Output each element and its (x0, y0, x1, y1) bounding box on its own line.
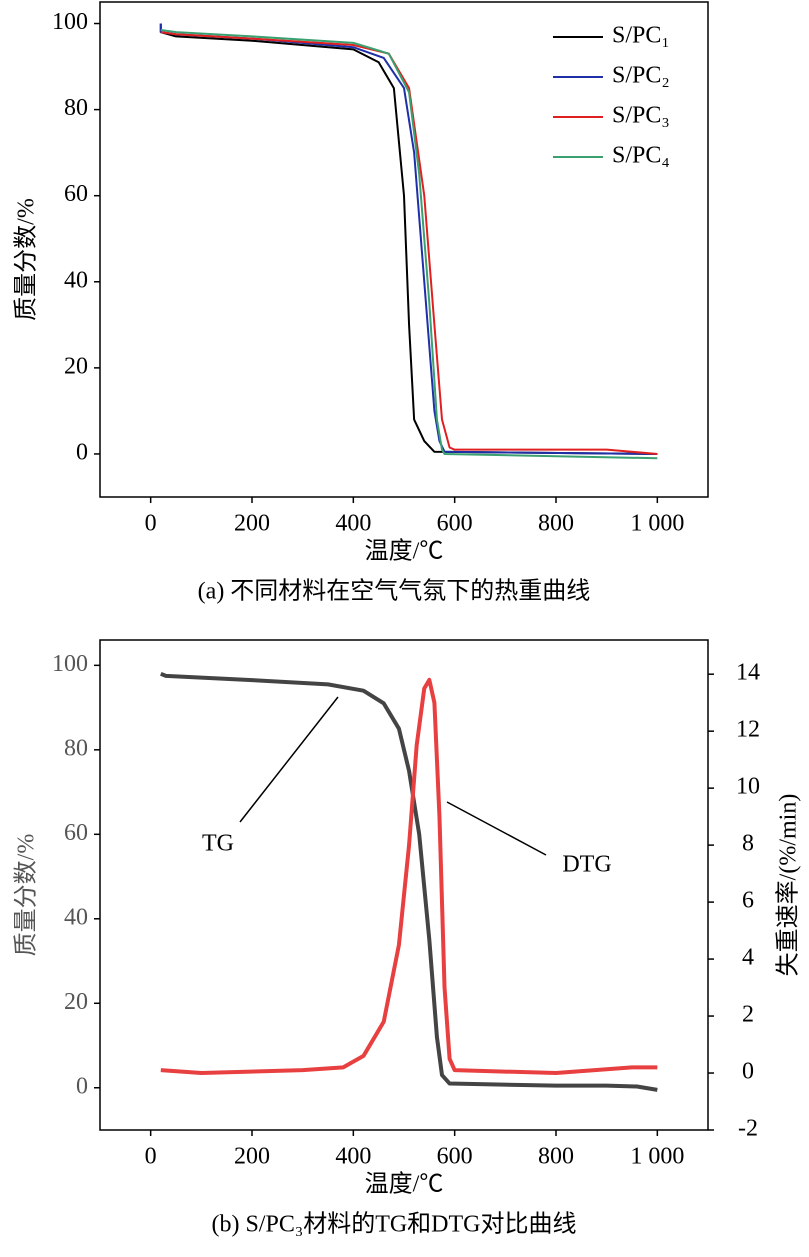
y2-tick-label: 10 (736, 774, 760, 800)
x-tick-label: 600 (437, 511, 473, 537)
y-tick-label: 40 (64, 267, 88, 293)
y-tick-label: 60 (64, 181, 88, 207)
y-tick-label: 100 (52, 9, 88, 35)
annotation: TG (202, 831, 234, 857)
y-axis-label: 质量分数/% (13, 834, 40, 957)
x-tick-label: 0 (145, 511, 157, 537)
y2-tick-label: 0 (742, 1059, 754, 1085)
series-line (160, 671, 658, 1092)
y2-tick-label: 8 (742, 831, 754, 857)
y2-axis-label: 失重速率/(%/min) (775, 794, 802, 977)
legend-label: S/PC₁ (612, 23, 670, 49)
y2-tick-label: -2 (738, 1116, 758, 1142)
x-tick-label: 1 000 (630, 1144, 684, 1170)
series-line (160, 31, 658, 455)
y-tick-label: 40 (64, 904, 88, 930)
x-tick-label: 200 (234, 511, 270, 537)
x-tick-label: 400 (335, 1144, 371, 1170)
y2-tick-label: 12 (736, 717, 760, 743)
x-tick-label: 1 000 (630, 511, 684, 537)
legend-label: S/PC₄ (612, 143, 670, 169)
x-tick-label: 600 (437, 1144, 473, 1170)
y-tick-label: 60 (64, 820, 88, 846)
caption: (a) 不同材料在空气气氛下的热重曲线 (198, 578, 591, 605)
x-tick-label: 800 (538, 511, 574, 537)
series-line (159, 23, 658, 455)
y-axis-label: 质量分数/% (13, 198, 40, 321)
y2-tick-label: 4 (742, 945, 754, 971)
plot-frame (99, 639, 709, 1131)
x-tick-label: 200 (234, 1144, 270, 1170)
y2-tick-label: 14 (736, 660, 760, 686)
x-tick-label: 800 (538, 1144, 574, 1170)
x-axis-label: 温度/℃ (365, 538, 444, 565)
x-tick-label: 400 (335, 511, 371, 537)
caption: (b) S/PC₃材料的TG和DTG对比曲线 (211, 1211, 576, 1238)
y2-tick-label: 2 (742, 1002, 754, 1028)
y-tick-label: 80 (64, 735, 88, 761)
series-line (160, 28, 658, 460)
annotation: DTG (562, 852, 611, 878)
y2-tick-label: 6 (742, 888, 754, 914)
x-axis-label: 温度/℃ (365, 1171, 444, 1198)
legend-label: S/PC₃ (612, 103, 670, 129)
x-tick-label: 0 (145, 1144, 157, 1170)
annotation-leader (239, 696, 339, 823)
legend-label: S/PC₂ (612, 63, 670, 89)
y-tick-label: 0 (76, 1073, 88, 1099)
y-tick-label: 0 (76, 439, 88, 465)
y-tick-label: 80 (64, 95, 88, 121)
y-tick-label: 20 (64, 353, 88, 379)
y-tick-label: 20 (64, 989, 88, 1015)
plot-frame (99, 1, 709, 498)
y-tick-label: 100 (52, 651, 88, 677)
series-line (160, 677, 658, 1076)
annotation-leader (446, 801, 547, 856)
